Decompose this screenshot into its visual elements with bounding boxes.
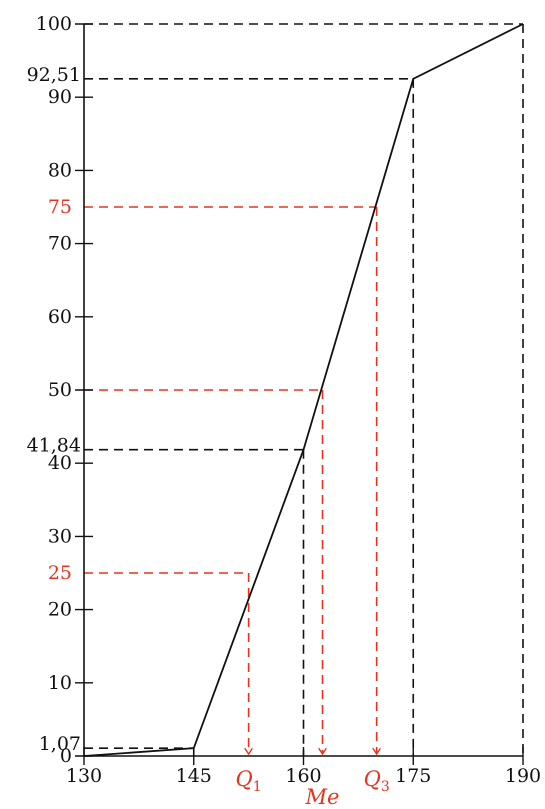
y-tick-label: 20 [48, 599, 72, 621]
quantile-label: Q1 [236, 767, 262, 795]
y-tick-label: 70 [48, 233, 72, 255]
guide-lines [84, 23, 524, 756]
y-tick-label: 80 [48, 159, 72, 181]
x-ticks: 130 145 160 175 190 [66, 747, 541, 787]
x-tick-label: 160 [285, 765, 321, 787]
y-tick-label: 60 [48, 306, 72, 328]
y-tick-label: 30 [48, 525, 72, 547]
x-tick-label: 145 [176, 765, 212, 787]
y-tick-label: 10 [48, 672, 72, 694]
quantile-label: Q3 [364, 767, 390, 795]
y-ticks: 0 10 20 30 40 50 60 70 80 90 100 [36, 13, 93, 767]
x-tick-label: 130 [66, 765, 102, 787]
guide-value-label: 41,84 [27, 435, 81, 457]
quantile-value-label: 25 [48, 562, 72, 584]
y-tick-label: 0 [60, 745, 72, 767]
x-tick-label: 175 [395, 765, 431, 787]
x-tick-label: 190 [505, 765, 541, 787]
quantile-value-label: 75 [48, 196, 72, 218]
y-tick-label: 90 [48, 86, 72, 108]
cumulative-curve [83, 23, 524, 757]
guide-value-label: 1,07 [39, 733, 81, 755]
y-tick-label: 40 [48, 452, 72, 474]
curve-group [83, 23, 524, 757]
guide-value-label: 92,51 [27, 64, 81, 86]
quantile-label: Me [305, 785, 340, 809]
y-tick-label: 100 [36, 13, 72, 35]
y-tick-label: 50 [48, 379, 72, 401]
labels: 1,07 41,84 92,51 25 Q1 Me 75 Q3 [27, 64, 390, 809]
